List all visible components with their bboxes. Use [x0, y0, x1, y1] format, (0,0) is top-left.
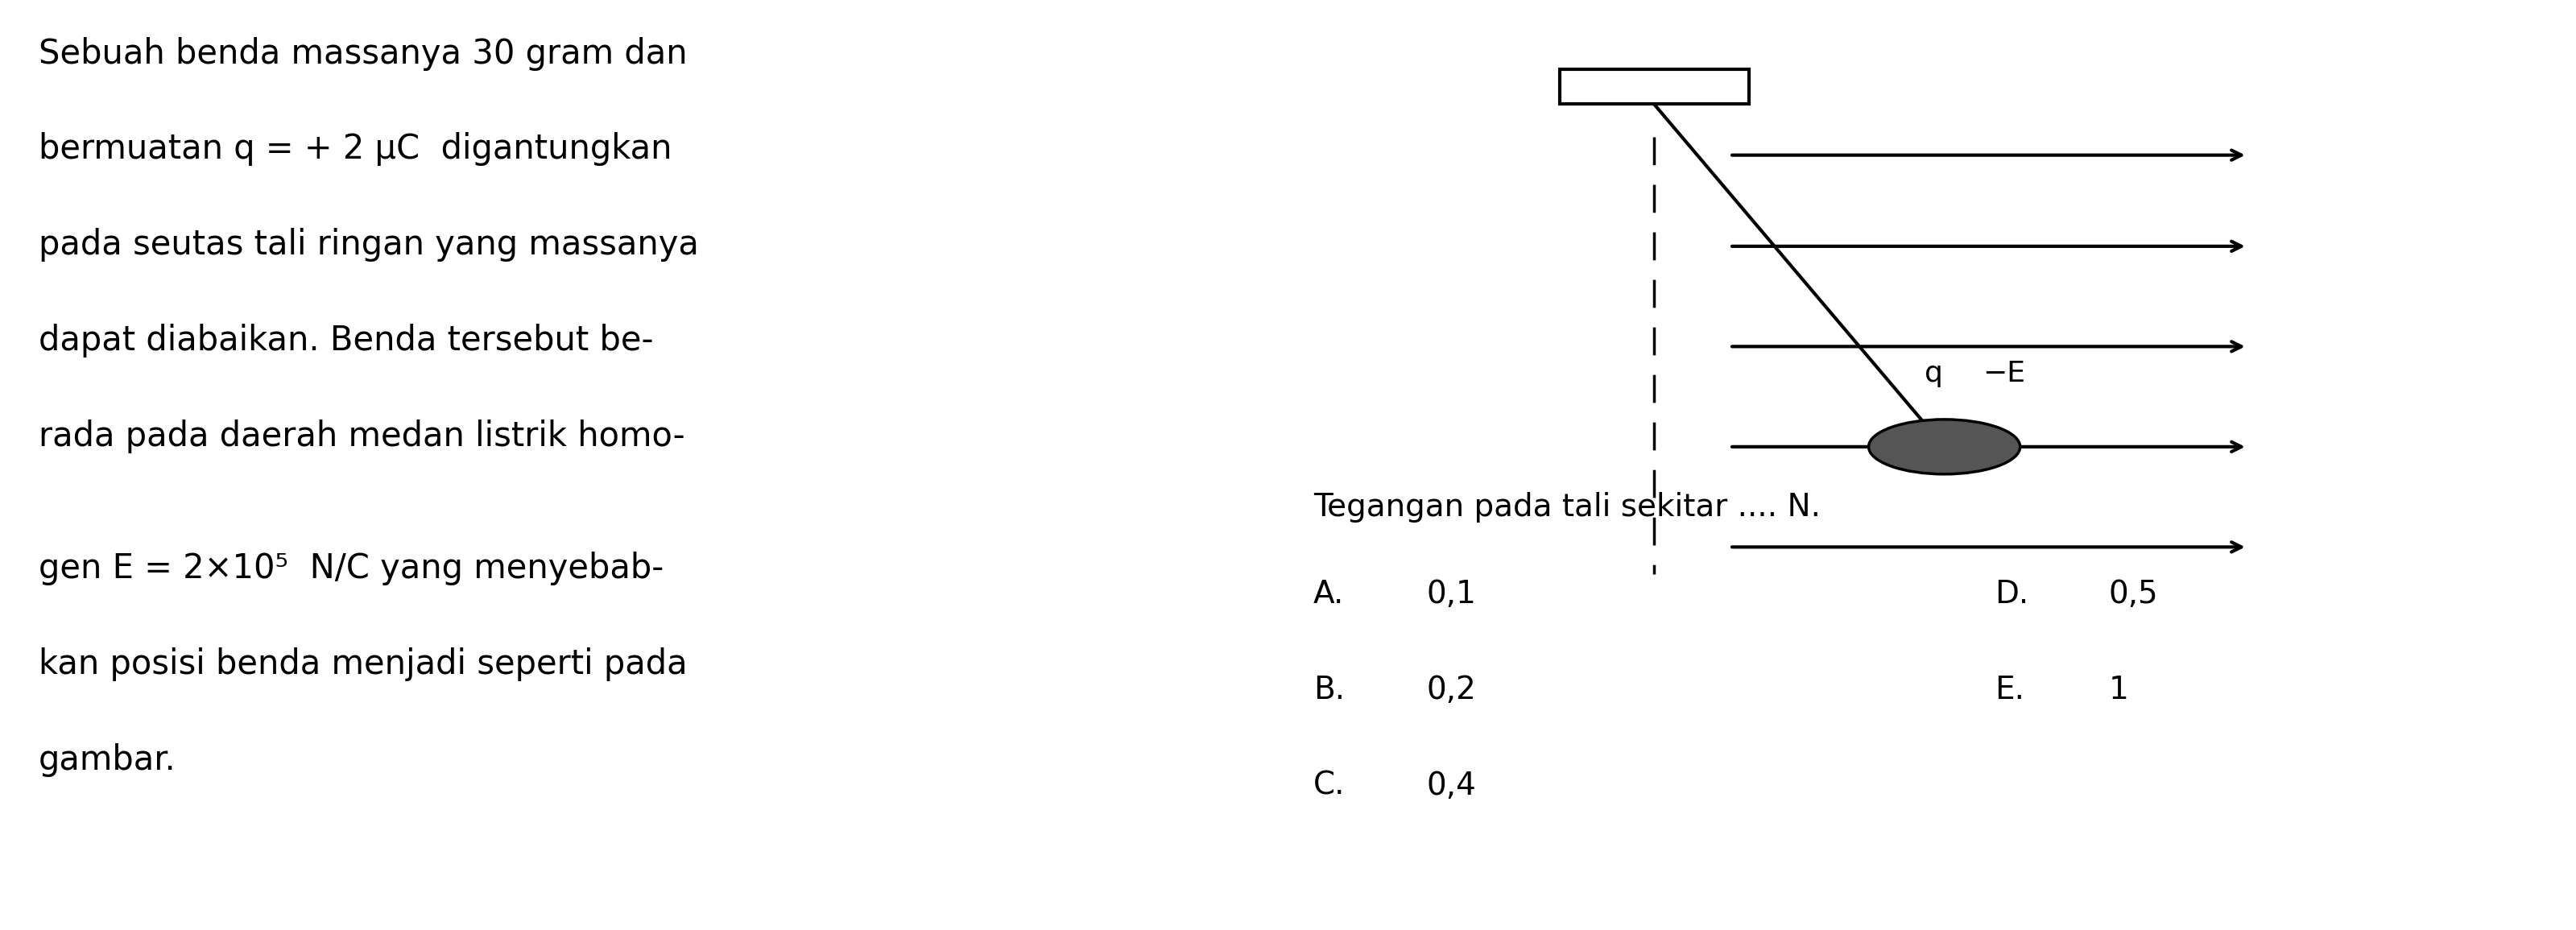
- Text: 0,4: 0,4: [1427, 770, 1476, 801]
- Text: Sebuah benda massanya 30 gram dan: Sebuah benda massanya 30 gram dan: [39, 36, 688, 71]
- Text: 0,1: 0,1: [1427, 578, 1476, 609]
- Text: pada seutas tali ringan yang massanya: pada seutas tali ringan yang massanya: [39, 228, 698, 262]
- Text: B.: B.: [1314, 674, 1345, 705]
- Text: gen E = 2×10⁵  N/C yang menyebab-: gen E = 2×10⁵ N/C yang menyebab-: [39, 551, 665, 585]
- Text: Tegangan pada tali sekitar .... N.: Tegangan pada tali sekitar .... N.: [1314, 492, 1821, 523]
- Text: kan posisi benda menjadi seperti pada: kan posisi benda menjadi seperti pada: [39, 647, 688, 681]
- Circle shape: [1868, 419, 2020, 474]
- Text: D.: D.: [1994, 578, 2030, 609]
- Text: gambar.: gambar.: [39, 743, 175, 777]
- Text: C.: C.: [1314, 770, 1345, 801]
- Bar: [1558, 70, 1749, 104]
- Text: −E: −E: [1981, 360, 2025, 388]
- Text: bermuatan q = + 2 μC  digantungkan: bermuatan q = + 2 μC digantungkan: [39, 132, 672, 166]
- Text: q: q: [1924, 360, 1942, 388]
- Text: rada pada daerah medan listrik homo-: rada pada daerah medan listrik homo-: [39, 419, 685, 453]
- Text: dapat diabaikan. Benda tersebut be-: dapat diabaikan. Benda tersebut be-: [39, 324, 654, 357]
- Text: A.: A.: [1314, 578, 1345, 609]
- Text: E.: E.: [1994, 674, 2025, 705]
- Text: 0,2: 0,2: [1427, 674, 1476, 705]
- Text: 0,5: 0,5: [2107, 578, 2159, 609]
- Text: 1: 1: [2107, 674, 2128, 705]
